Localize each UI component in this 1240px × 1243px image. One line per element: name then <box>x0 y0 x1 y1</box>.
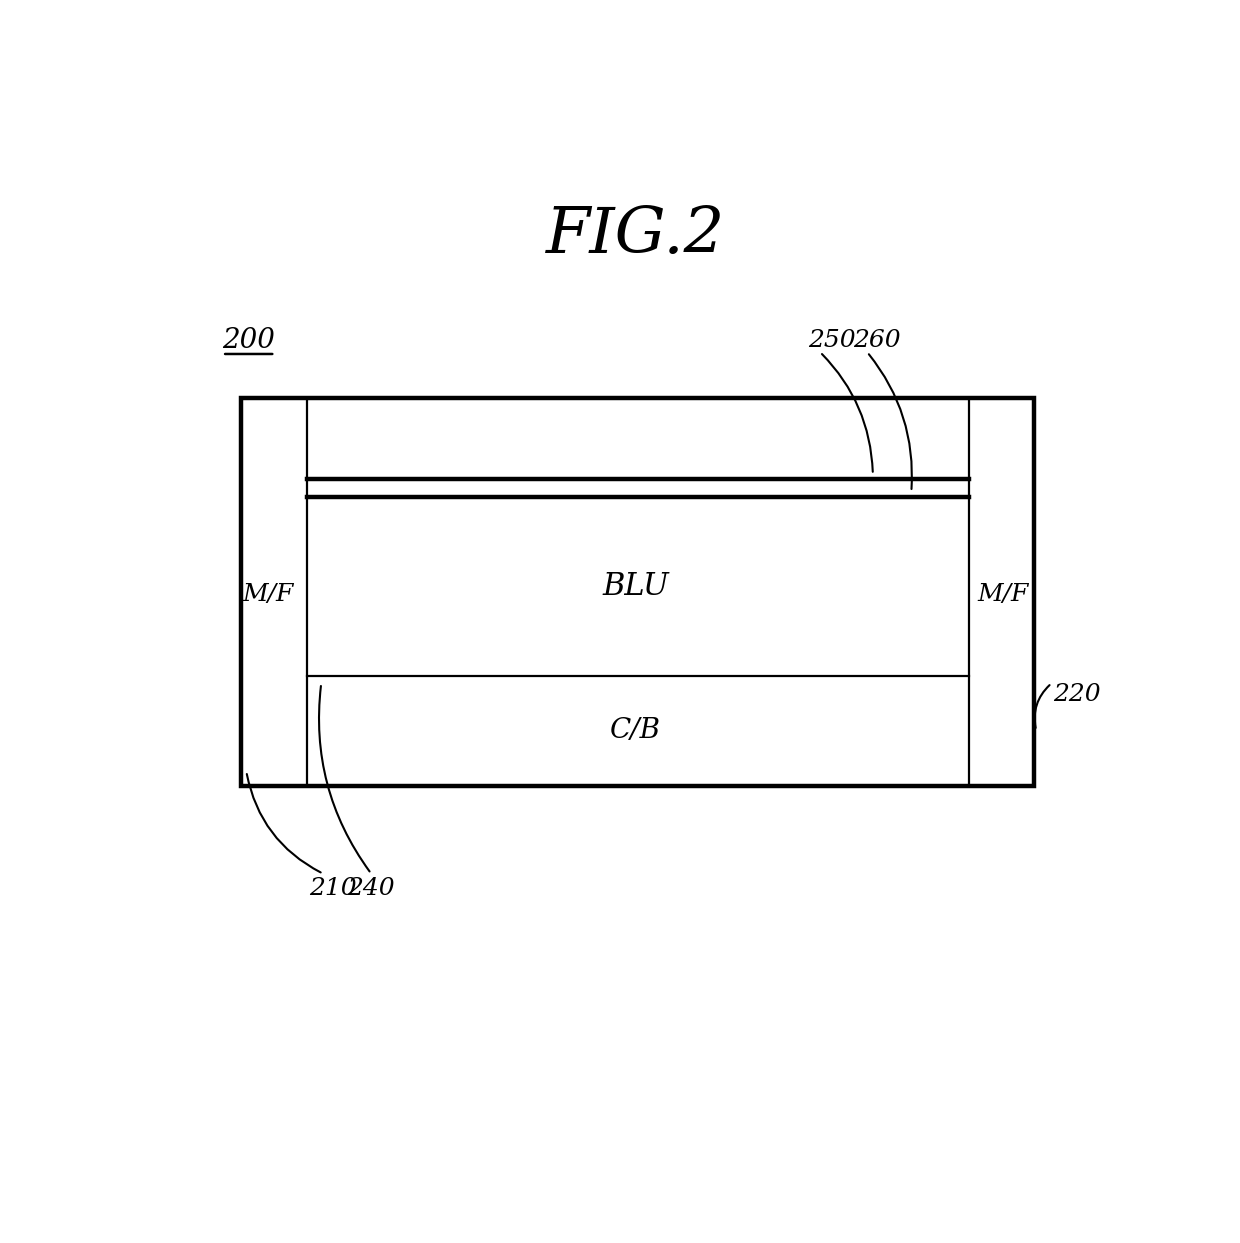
Text: BLU: BLU <box>603 571 668 602</box>
Text: 210: 210 <box>309 876 357 900</box>
Text: 200: 200 <box>222 327 275 354</box>
Text: 250: 250 <box>808 329 856 352</box>
Bar <box>242 398 1034 786</box>
Text: 240: 240 <box>347 876 396 900</box>
Text: C/B: C/B <box>610 717 661 745</box>
Text: M/F: M/F <box>243 583 294 605</box>
Text: 260: 260 <box>853 329 900 352</box>
Text: M/F: M/F <box>977 583 1028 605</box>
Text: FIG.2: FIG.2 <box>546 205 725 266</box>
Text: 220: 220 <box>1054 684 1101 706</box>
